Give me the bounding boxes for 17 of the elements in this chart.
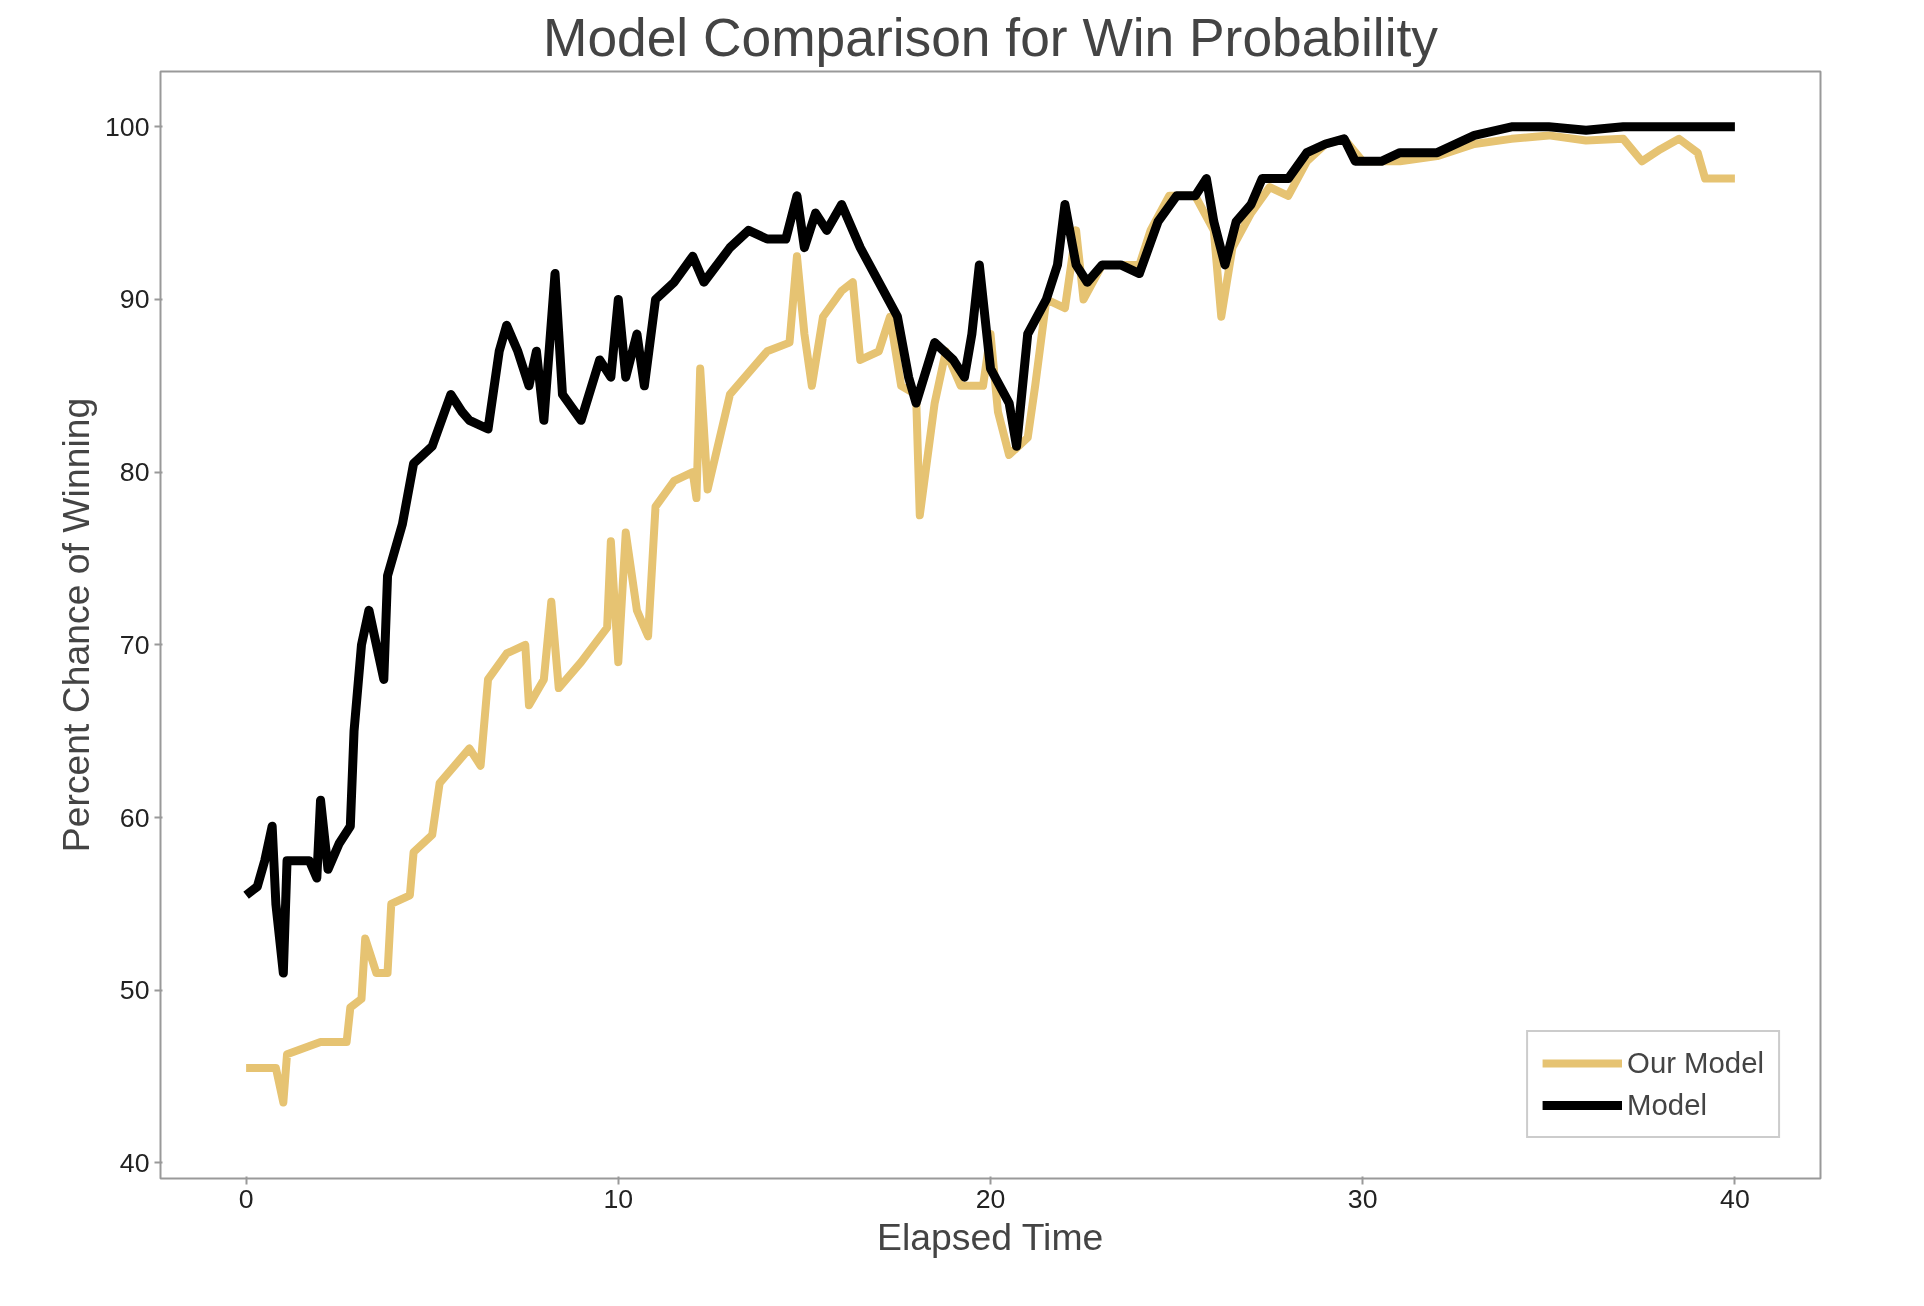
x-axis-title: Elapsed Time <box>877 1215 1104 1258</box>
x-tick-label: 10 <box>603 1183 634 1214</box>
y-tick-label: 40 <box>119 1147 150 1178</box>
chart-title: Model Comparison for Win Probability <box>542 7 1439 67</box>
legend-label: Model <box>1627 1088 1707 1122</box>
x-tick-label: 20 <box>975 1183 1006 1214</box>
y-tick-label: 60 <box>119 802 150 833</box>
y-tick-label: 70 <box>119 629 150 660</box>
x-tick-label: 40 <box>1720 1183 1750 1214</box>
y-tick-label: 100 <box>105 111 150 142</box>
legend-label: Our Model <box>1627 1046 1764 1080</box>
x-tick-label: 0 <box>238 1183 254 1214</box>
y-axis-title: Percent Chance of Winning <box>55 397 98 853</box>
y-tick-label: 90 <box>119 284 150 315</box>
y-tick-label: 80 <box>119 457 150 488</box>
x-tick-label: 30 <box>1347 1183 1378 1214</box>
y-tick-label: 50 <box>119 975 150 1006</box>
